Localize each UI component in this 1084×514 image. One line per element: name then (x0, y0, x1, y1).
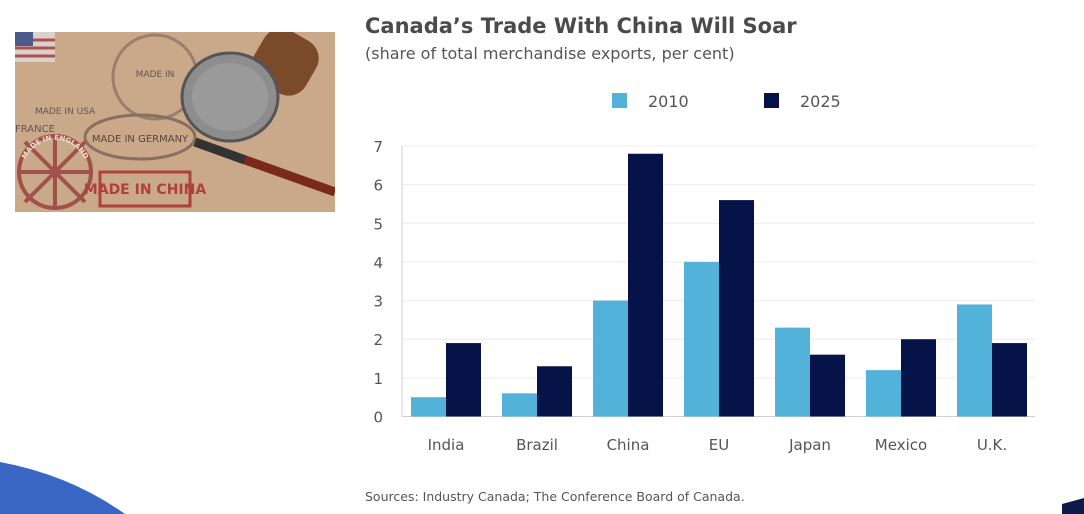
bar-2025-Brazil (537, 366, 572, 417)
made-in-stamps-photo: MADE IN MADE IN USA FRANCE MADE IN GERMA… (15, 32, 335, 212)
bar-2010-China (593, 300, 628, 417)
y-tick-label: 5 (373, 215, 383, 233)
y-tick-label: 3 (373, 293, 383, 311)
bar-2025-Mexico (901, 339, 936, 417)
bar-2025-China (628, 153, 663, 417)
bar-2010-Japan (775, 327, 810, 417)
photo-label: MADE IN GERMANY (92, 134, 189, 145)
corner-dark-shape (1062, 498, 1084, 514)
legend-swatch-2025 (764, 93, 779, 108)
bar-2010-U.K. (957, 304, 992, 417)
chart-title: Canada’s Trade With China Will Soar (365, 14, 797, 38)
y-tick-label: 6 (373, 177, 383, 195)
bar-2010-India (411, 397, 446, 417)
y-tick-label: 7 (373, 138, 383, 156)
bar-2010-EU (684, 261, 719, 417)
y-tick-label: 4 (373, 254, 383, 272)
bar-2025-Japan (810, 354, 845, 417)
photo-label: MADE IN USA (35, 107, 96, 117)
corner-blue-shape (0, 462, 125, 514)
legend-swatch-2010 (612, 93, 627, 108)
x-tick-label: China (607, 436, 650, 454)
chart-source: Sources: Industry Canada; The Conference… (365, 489, 745, 504)
y-tick-label: 2 (373, 331, 383, 349)
legend-label: 2025 (800, 92, 841, 111)
y-tick-label: 0 (373, 409, 383, 427)
legend-label: 2010 (648, 92, 689, 111)
photo-label: MADE IN (136, 70, 175, 80)
bar-2025-U.K. (992, 343, 1027, 417)
x-tick-label: U.K. (977, 436, 1007, 454)
x-tick-label: Japan (788, 436, 831, 454)
x-tick-label: EU (709, 436, 729, 454)
chart-subtitle: (share of total merchandise exports, per… (365, 44, 735, 63)
photo-label: MADE IN CHINA (84, 182, 207, 198)
photo-label: FRANCE (15, 124, 55, 135)
bar-2025-India (446, 343, 481, 417)
x-tick-label: Brazil (516, 436, 558, 454)
bar-2010-Mexico (866, 370, 901, 417)
bar-2025-EU (719, 200, 754, 417)
x-tick-label: Mexico (875, 436, 927, 454)
y-tick-label: 1 (373, 370, 383, 388)
x-tick-label: India (428, 436, 465, 454)
bar-2010-Brazil (502, 393, 537, 417)
